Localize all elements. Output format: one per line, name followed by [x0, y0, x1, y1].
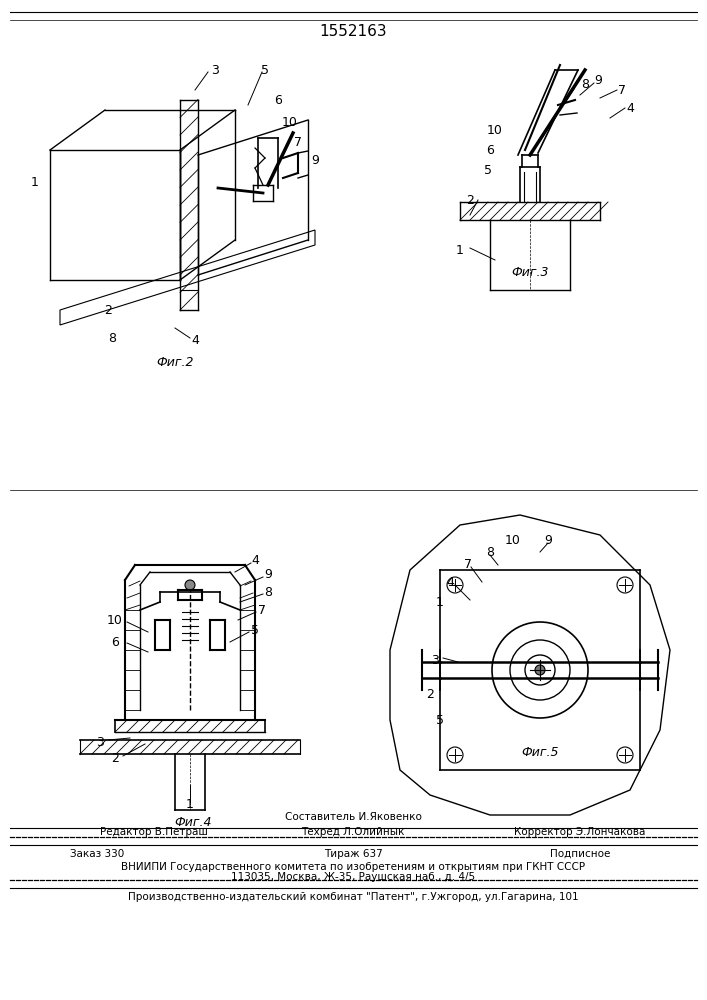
Text: 10: 10: [505, 534, 521, 546]
Text: 6: 6: [274, 94, 282, 106]
Circle shape: [185, 580, 195, 590]
Text: 4: 4: [626, 102, 634, 114]
Text: 1: 1: [436, 595, 444, 608]
Text: 2: 2: [104, 304, 112, 316]
Text: 5: 5: [484, 163, 492, 176]
Text: 2: 2: [426, 688, 434, 702]
Text: 4: 4: [446, 576, 454, 588]
Text: 4: 4: [191, 334, 199, 347]
Text: Фиг.3: Фиг.3: [511, 265, 549, 278]
Text: 7: 7: [258, 603, 266, 616]
Text: Тираж 637: Тираж 637: [324, 849, 382, 859]
Text: 2: 2: [466, 194, 474, 207]
Text: 8: 8: [108, 332, 116, 344]
Text: 3: 3: [211, 64, 219, 77]
Text: 113035, Москва, Ж-35, Раушская наб., д. 4/5: 113035, Москва, Ж-35, Раушская наб., д. …: [231, 872, 475, 882]
Text: Редактор В.Петраш: Редактор В.Петраш: [100, 827, 208, 837]
Text: 8: 8: [581, 79, 589, 92]
Text: Корректор Э.Лончакова: Корректор Э.Лончакова: [514, 827, 645, 837]
Text: 1: 1: [186, 798, 194, 812]
Text: 9: 9: [544, 534, 552, 546]
Text: 10: 10: [282, 115, 298, 128]
Text: 3: 3: [96, 736, 104, 748]
Text: 2: 2: [111, 752, 119, 764]
Text: Заказ 330: Заказ 330: [70, 849, 124, 859]
Text: 5: 5: [261, 64, 269, 77]
Text: Подписное: Подписное: [550, 849, 610, 859]
Text: 7: 7: [464, 558, 472, 572]
Text: 5: 5: [251, 624, 259, 637]
Text: Составитель И.Яковенко: Составитель И.Яковенко: [284, 812, 421, 822]
Text: Фиг.4: Фиг.4: [174, 816, 212, 828]
Text: Фиг.2: Фиг.2: [156, 356, 194, 368]
Text: 3: 3: [431, 654, 439, 666]
Text: 6: 6: [111, 636, 119, 648]
Text: 9: 9: [264, 568, 272, 582]
Text: 4: 4: [251, 554, 259, 566]
Text: Производственно-издательский комбинат "Патент", г.Ужгород, ул.Гагарина, 101: Производственно-издательский комбинат "П…: [128, 892, 578, 902]
Text: 8: 8: [486, 546, 494, 558]
Text: 10: 10: [487, 123, 503, 136]
Text: 9: 9: [311, 153, 319, 166]
Text: 10: 10: [107, 613, 123, 626]
Text: 6: 6: [486, 143, 494, 156]
Text: 5: 5: [436, 714, 444, 726]
Text: 1: 1: [456, 243, 464, 256]
Text: Фиг.5: Фиг.5: [521, 746, 559, 758]
Text: 1: 1: [31, 176, 39, 188]
Text: 8: 8: [264, 585, 272, 598]
Text: 1552163: 1552163: [319, 24, 387, 39]
Text: 7: 7: [294, 135, 302, 148]
Text: Техред Л.Олийнык: Техред Л.Олийнык: [301, 827, 404, 837]
Text: ВНИИПИ Государственного комитета по изобретениям и открытиям при ГКНТ СССР: ВНИИПИ Государственного комитета по изоб…: [121, 862, 585, 872]
Circle shape: [535, 665, 545, 675]
Text: 7: 7: [618, 84, 626, 97]
Text: 9: 9: [594, 74, 602, 87]
